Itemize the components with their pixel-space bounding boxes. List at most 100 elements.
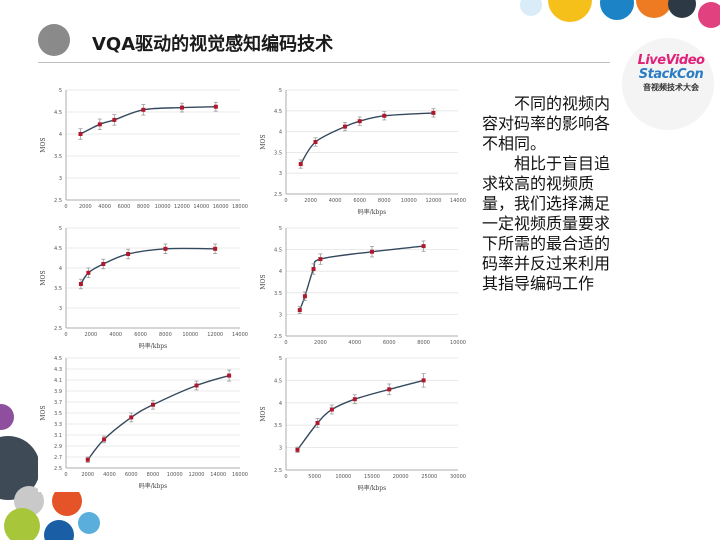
data-point [318, 257, 323, 262]
data-point [180, 105, 184, 110]
data-point [357, 119, 362, 124]
data-point [78, 282, 83, 286]
y-tick-label: 4.1 [54, 378, 62, 384]
data-point [86, 270, 91, 275]
chart-6: 2.5 3 3.5 4 4.5 5 0 5000 10000 15000 20000 25000 300… [258, 352, 466, 494]
x-axis-label: 码率/kbps [358, 208, 386, 216]
x-tick-label: 0 [64, 332, 67, 338]
y-tick-label: 2.5 [54, 466, 62, 472]
data-point [85, 457, 90, 462]
y-tick-label: 3 [59, 306, 62, 312]
x-tick-label: 4000 [348, 340, 361, 346]
x-tick-label: 5000 [308, 474, 321, 480]
y-axis-label: MOS [40, 405, 47, 420]
x-tick-label: 12000 [207, 332, 223, 338]
x-tick-label: 16000 [213, 204, 229, 210]
data-point [102, 437, 107, 442]
deco-circle-yellow [548, 0, 592, 22]
x-axis-label: 码率/kbps [139, 342, 167, 350]
y-tick-label: 3.1 [54, 433, 62, 439]
data-point [126, 252, 131, 256]
x-tick-label: 12000 [425, 198, 441, 204]
data-point [421, 244, 426, 249]
y-tick-label: 4 [279, 401, 282, 407]
description-text: 不同的视频内容对码率的影响各不相同。 相比于盲目追求较高的视频质量，我们选择满足… [482, 94, 622, 294]
livevideostackcon-logo: LiveVideo StackCon 音视频技术大会 [636, 54, 706, 92]
chart-5: 2.5 2.7 2.9 3.1 3.3 3.5 3.7 3.9 4.1 4.3 4.5 0 2000 40… [38, 352, 248, 492]
data-point [313, 140, 318, 144]
description-paragraph-1: 不同的视频内容对码率的影响各不相同。 [482, 94, 611, 153]
x-tick-label: 8000 [378, 198, 391, 204]
y-tick-label: 3.5 [54, 286, 62, 292]
y-tick-label: 2.5 [274, 468, 282, 474]
y-tick-label: 4.5 [274, 248, 282, 254]
x-tick-label: 0 [64, 472, 67, 478]
y-tick-label: 3.5 [274, 150, 282, 156]
description-paragraph-2: 相比于盲目追求较高的视频质量，我们选择满足一定视频质量要求下所需的最合适的码率并… [482, 154, 611, 293]
chart-2: 2.5 3 3.5 4 4.5 5 0 2000 4000 6000 8000 10000 12000 1… [258, 84, 466, 218]
x-tick-label: 2000 [81, 472, 94, 478]
y-tick-label: 5 [279, 226, 282, 232]
chart-1: 2.5 3 3.5 4 4.5 5 0 2000 4000 6000 8000 10000 12000 1… [38, 84, 248, 216]
series-line [299, 245, 424, 311]
data-point [431, 110, 436, 115]
series-line [296, 379, 424, 451]
x-tick-label: 2000 [79, 204, 92, 210]
data-point [298, 162, 303, 167]
deco-circle-blue [600, 0, 634, 20]
x-tick-label: 6000 [353, 198, 366, 204]
x-tick-label: 2000 [314, 340, 327, 346]
y-axis-label: MOS [260, 134, 267, 149]
x-tick-label: 25000 [421, 474, 437, 480]
x-tick-label: 6000 [383, 340, 396, 346]
x-tick-label: 14000 [450, 198, 466, 204]
x-tick-label: 4000 [329, 198, 342, 204]
deco-circle-gray [38, 24, 70, 56]
data-point [329, 407, 334, 412]
x-tick-label: 0 [284, 340, 287, 346]
deco-circle-purple [0, 404, 14, 430]
data-point [352, 397, 357, 402]
data-point [387, 387, 392, 392]
deco-circle-dark [668, 0, 696, 18]
y-tick-label: 2.5 [54, 198, 62, 204]
y-tick-label: 3.9 [54, 389, 62, 395]
y-tick-label: 4 [279, 130, 282, 136]
x-tick-label: 6000 [134, 332, 147, 338]
data-point [213, 104, 218, 109]
data-point [78, 132, 83, 136]
y-tick-label: 2.5 [274, 192, 282, 198]
y-tick-label: 5 [59, 226, 62, 232]
y-tick-label: 2.5 [274, 334, 282, 340]
y-tick-label: 4.5 [54, 110, 62, 116]
x-tick-label: 0 [284, 198, 287, 204]
y-tick-label: 3.7 [54, 400, 62, 406]
chart-1-svg: 2.533.544.550 2000 4000 6000 8000 10000 12000 1… [40, 88, 248, 210]
x-tick-label: 16000 [232, 472, 248, 478]
chart-3-svg: 2.5 3 3.5 4 4.5 5 0 2000 4000 6000 8000 10000 12000 1… [40, 226, 248, 350]
x-tick-label: 4000 [109, 332, 122, 338]
data-point [295, 447, 300, 452]
x-tick-label: 14000 [210, 472, 226, 478]
data-point [194, 383, 199, 388]
logo-line3: 音视频技术大会 [643, 83, 699, 92]
deco-circle-logo-bg [622, 38, 714, 130]
data-point [151, 402, 155, 407]
x-tick-label: 10000 [182, 332, 198, 338]
chart-4: 2.5 3 3.5 4 4.5 5 0 2000 4000 6000 8000 10000 MOS [258, 222, 466, 352]
logo-line1: LiveVideo [637, 53, 705, 68]
y-tick-label: 3 [279, 312, 282, 318]
y-tick-label: 4 [279, 269, 282, 275]
data-point [297, 308, 302, 313]
y-tick-label: 3.5 [274, 291, 282, 297]
x-tick-label: 6000 [125, 472, 138, 478]
y-tick-label: 4.5 [274, 109, 282, 115]
y-tick-label: 2.9 [54, 444, 62, 450]
y-tick-label: 3.5 [274, 423, 282, 429]
data-point [370, 249, 374, 254]
y-tick-label: 3.5 [54, 154, 62, 160]
data-point [382, 113, 387, 118]
x-tick-label: 30000 [450, 474, 466, 480]
x-tick-label: 15000 [364, 474, 380, 480]
